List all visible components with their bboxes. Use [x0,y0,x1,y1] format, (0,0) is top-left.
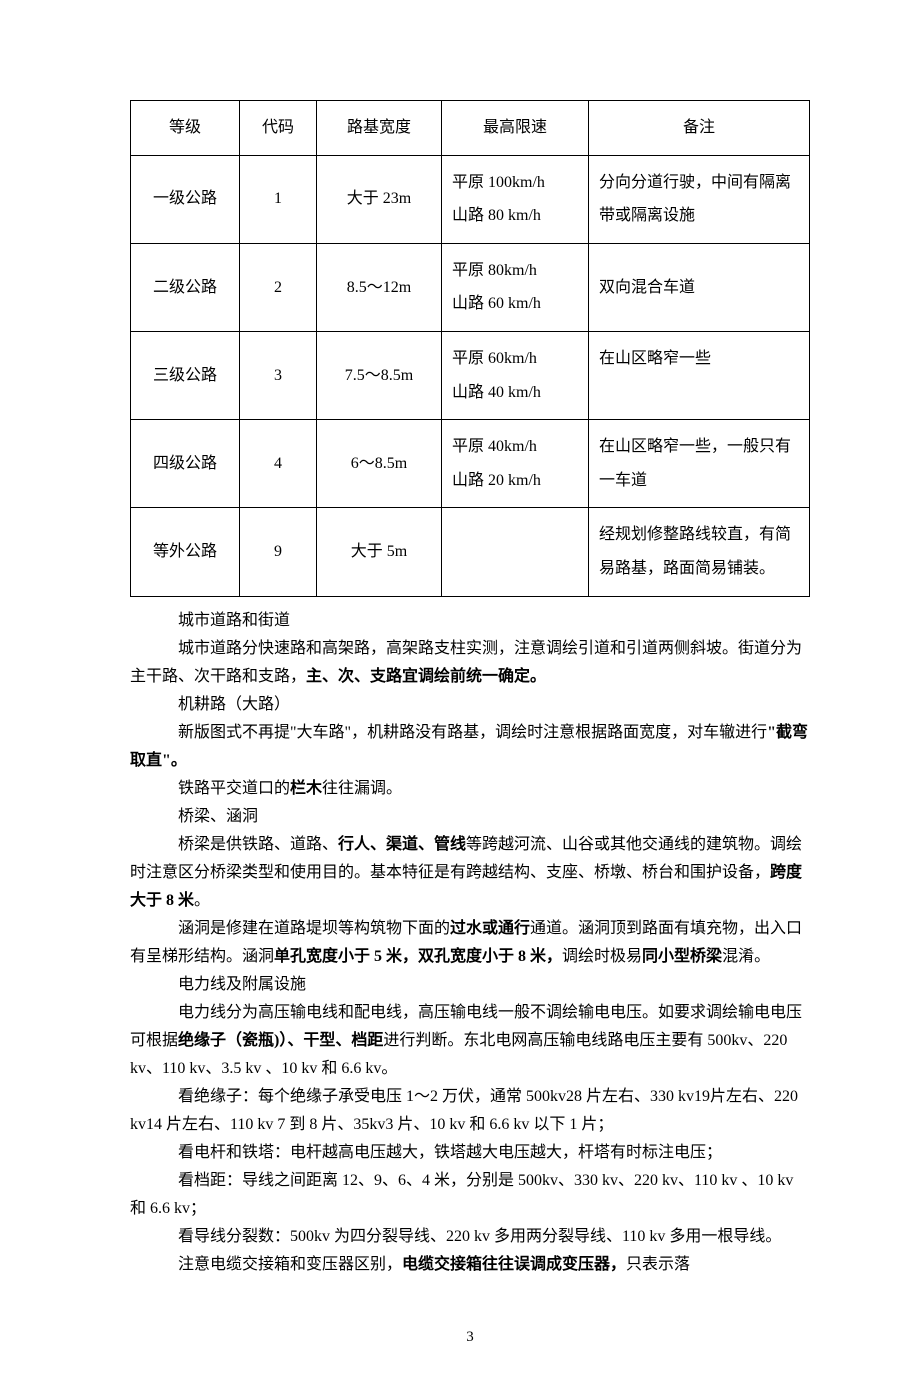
text-span: 铁路平交道口的 [178,780,290,797]
paragraph-heading: 电力线及附属设施 [130,971,810,999]
text-span-bold: 电缆交接箱往往误调成变压器， [402,1256,626,1273]
body-text: 城市道路和街道 城市道路分快速路和高架路，高架路支柱实测，注意调绘引道和引道两侧… [130,607,810,1279]
cell-level: 一级公路 [131,155,240,243]
paragraph-heading: 机耕路（大路） [130,691,810,719]
cell-speed [442,508,589,596]
cell-speed: 平原 100km/h 山路 80 km/h [442,155,589,243]
page-number: 3 [130,1329,810,1346]
paragraph: 新版图式不再提"大车路"，机耕路没有路基，调绘时注意根据路面宽度，对车辙进行"截… [130,719,810,775]
paragraph: 看电杆和铁塔：电杆越高电压越大，铁塔越大电压越大，杆塔有时标注电压； [130,1139,810,1167]
text-span-bold: 过水或通行 [450,920,530,937]
cell-speed: 平原 80km/h 山路 60 km/h [442,243,589,331]
text-span: 只表示落 [626,1256,690,1273]
paragraph-heading: 桥梁、涵洞 [130,803,810,831]
text-span-bold: 同小型桥梁 [642,948,722,965]
text-span-bold: 行人、渠道、管线 [338,836,466,853]
col-header-code: 代码 [240,101,317,156]
col-header-width: 路基宽度 [317,101,442,156]
text-span: 。 [194,892,210,909]
cell-note: 双向混合车道 [589,243,810,331]
speed-line: 山路 60 km/h [452,295,541,312]
cell-note: 在山区略窄一些 [589,331,810,419]
text-span: 桥梁是供铁路、道路、 [178,836,338,853]
cell-level: 等外公路 [131,508,240,596]
speed-line: 山路 20 km/h [452,472,541,489]
text-span: 往往漏调。 [322,780,402,797]
cell-width: 大于 5m [317,508,442,596]
speed-line: 平原 40km/h [452,438,537,455]
table-header-row: 等级 代码 路基宽度 最高限速 备注 [131,101,810,156]
cell-code: 9 [240,508,317,596]
text-span: 混淆。 [722,948,770,965]
paragraph: 注意电缆交接箱和变压器区别，电缆交接箱往往误调成变压器，只表示落 [130,1251,810,1279]
speed-line: 山路 40 km/h [452,384,541,401]
table-row: 二级公路 2 8.5～12m 平原 80km/h 山路 60 km/h 双向混合车… [131,243,810,331]
speed-line: 平原 80km/h [452,262,537,279]
col-header-level: 等级 [131,101,240,156]
paragraph: 铁路平交道口的栏木往往漏调。 [130,775,810,803]
cell-note: 在山区略窄一些，一般只有一车道 [589,420,810,508]
table-row: 三级公路 3 7.5～8.5m 平原 60km/h 山路 40 km/h 在山区略… [131,331,810,419]
text-span: 涵洞是修建在道路堤坝等构筑物下面的 [178,920,450,937]
paragraph: 城市道路分快速路和高架路，高架路支柱实测，注意调绘引道和引道两侧斜坡。街道分为主… [130,635,810,691]
paragraph: 看档距：导线之间距离 12、9、6、4 米，分别是 500kv、330 kv、2… [130,1167,810,1223]
paragraph: 电力线分为高压输电线和配电线，高压输电线一般不调绘输电电压。如要求调绘输电电压可… [130,999,810,1083]
cell-speed: 平原 60km/h 山路 40 km/h [442,331,589,419]
cell-code: 4 [240,420,317,508]
paragraph: 桥梁是供铁路、道路、行人、渠道、管线等跨越河流、山谷或其他交通线的建筑物。调绘时… [130,831,810,915]
cell-speed: 平原 40km/h 山路 20 km/h [442,420,589,508]
paragraph-heading: 城市道路和街道 [130,607,810,635]
cell-note: 经规划修整路线较直，有简易路基，路面简易铺装。 [589,508,810,596]
text-span: 新版图式不再提"大车路"，机耕路没有路基，调绘时注意根据路面宽度，对车辙进行 [178,724,767,741]
text-span: 注意电缆交接箱和变压器区别， [178,1256,402,1273]
speed-line: 平原 100km/h [452,174,545,191]
paragraph: 看导线分裂数：500kv 为四分裂导线、220 kv 多用两分裂导线、110 k… [130,1223,810,1251]
cell-code: 1 [240,155,317,243]
table-row: 四级公路 4 6～8.5m 平原 40km/h 山路 20 km/h 在山区略窄一… [131,420,810,508]
col-header-speed: 最高限速 [442,101,589,156]
paragraph: 涵洞是修建在道路堤坝等构筑物下面的过水或通行通道。涵洞顶到路面有填充物，出入口有… [130,915,810,971]
text-span-bold: 主、次、支路宜调绘前统一确定。 [306,668,546,685]
text-span-bold: 栏木 [290,780,322,797]
text-span-bold: 单孔宽度小于 5 米，双孔宽度小于 8 米， [274,948,562,965]
speed-line: 山路 80 km/h [452,207,541,224]
cell-level: 二级公路 [131,243,240,331]
cell-width: 6～8.5m [317,420,442,508]
document-page: 等级 代码 路基宽度 最高限速 备注 一级公路 1 大于 23m 平原 100k… [0,0,920,1386]
paragraph: 看绝缘子：每个绝缘子承受电压 1～2 万伏，通常 500kv28 片左右、330… [130,1083,810,1139]
cell-width: 7.5～8.5m [317,331,442,419]
table-row: 一级公路 1 大于 23m 平原 100km/h 山路 80 km/h 分向分道行… [131,155,810,243]
text-span: 调绘时极易 [562,948,642,965]
cell-width: 8.5～12m [317,243,442,331]
cell-level: 三级公路 [131,331,240,419]
cell-code: 3 [240,331,317,419]
speed-line: 平原 60km/h [452,350,537,367]
cell-code: 2 [240,243,317,331]
cell-level: 四级公路 [131,420,240,508]
road-class-table: 等级 代码 路基宽度 最高限速 备注 一级公路 1 大于 23m 平原 100k… [130,100,810,597]
cell-width: 大于 23m [317,155,442,243]
cell-note: 分向分道行驶，中间有隔离带或隔离设施 [589,155,810,243]
col-header-note: 备注 [589,101,810,156]
text-span-bold: 绝缘子（瓷瓶)）、干型、档距 [178,1032,383,1049]
table-row: 等外公路 9 大于 5m 经规划修整路线较直，有简易路基，路面简易铺装。 [131,508,810,596]
